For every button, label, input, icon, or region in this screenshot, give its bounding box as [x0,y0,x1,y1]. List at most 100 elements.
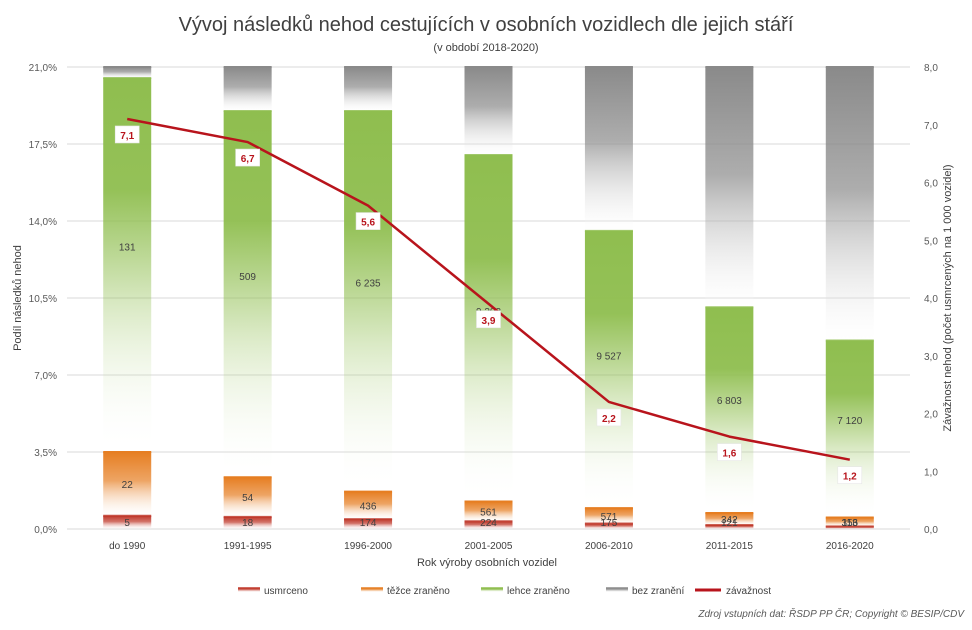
x-tick-label: 1991-1995 [224,541,272,552]
x-tick-label: 1996-2000 [344,541,392,552]
bar-data-label: 175 [601,518,618,529]
bar-usmrceno [344,519,393,529]
y2-tick-label: 4,0 [924,294,938,305]
bar-usmrceno [464,521,513,529]
axes: 0,0% 3,5% 7,0% 10,5% 14,0% 17,5% 21,0% 0,0 1,0 2,… [29,63,939,552]
severity-label: 7,1 [120,131,134,142]
bar-data-label: 7 120 [837,416,862,427]
bar-data-label: 54 [242,493,254,504]
bar-data-label: 174 [360,518,377,529]
bar-usmrceno [825,526,874,529]
bar-data-label: 113 [842,518,858,529]
bar-usmrceno [705,525,754,529]
severity-label: 1,6 [722,449,736,460]
y-tick-label: 10,5% [29,294,57,305]
y2-tick-label: 7,0 [924,121,938,132]
bar-lehce-zraněno [344,111,393,492]
bar-těžce-zraněno [223,477,272,517]
bar-data-label: 436 [360,501,377,512]
y-tick-label: 14,0% [29,217,57,228]
bar-data-label: 131 [119,242,136,253]
bar-lehce-zraněno [464,155,513,502]
legend-label: bez zranění [632,586,684,597]
bar-lehce-zraněno [584,230,633,509]
y2-tick-label: 6,0 [924,179,938,190]
bar-bez-zranění [464,67,513,155]
y-tick-label: 3,5% [34,448,57,459]
legend-label: těžce zraněno [387,586,450,597]
bar-lehce-zraněno [223,111,272,478]
bar-data-label: 6 235 [356,278,381,289]
y2-tick-label: 3,0 [924,352,938,363]
bar-bez-zranění [344,67,393,111]
severity-label: 2,2 [602,414,616,425]
legend-swatch [361,588,383,592]
legend-label: lehce zraněno [507,586,570,597]
y-axis-title: Podíl následků nehod [12,245,24,351]
severity-label-box [596,408,622,427]
bar-bez-zranění [223,67,272,111]
bar-těžce-zraněno [103,452,152,516]
bar-data-label: 509 [239,272,256,283]
bar-usmrceno [103,515,152,529]
bar-data-label: 224 [480,518,497,529]
bar-data-label: 6 803 [717,396,742,407]
x-tick-label: 2011-2015 [706,541,754,552]
y-tick-label: 17,5% [29,140,57,151]
x-tick-label: 2001-2005 [465,541,513,552]
severity-label-box [476,310,501,329]
severity-label-box [355,212,381,230]
bar-těžce-zraněno [825,517,874,527]
stacked-bars [103,66,874,529]
severity-label-box [114,125,140,144]
x-tick-label: 2016-2020 [826,541,874,552]
severity-label: 3,9 [482,316,496,327]
legend-swatch [606,588,628,592]
y2-tick-label: 0,0 [924,525,938,536]
bar-bez-zranění [584,67,633,231]
severity-line [126,117,851,461]
y-tick-label: 21,0% [29,63,57,74]
bar-bez-zranění [825,67,874,341]
source-note: Zdroj vstupních dat: ŘSDP PP ČR; Copyrig… [697,607,965,620]
bar-data-label: 5 [124,518,130,529]
legend-swatch [481,588,503,592]
severity-label: 6,7 [241,154,255,165]
severity-label: 1,2 [843,472,857,483]
bar-data-label: 342 [721,515,738,526]
bar-bez-zranění [705,67,754,308]
x-tick-label: do 1990 [109,541,146,552]
severity-label-box [837,466,863,485]
severity-label-box [717,443,742,461]
y2-tick-label: 8,0 [924,63,938,74]
legend-swatch [238,588,260,592]
bar-těžce-zraněno [344,491,393,520]
x-tick-label: 2006-2010 [585,541,633,552]
y-tick-label: 7,0% [34,371,57,382]
severity-label-box [235,148,260,167]
y2-tick-label: 1,0 [924,467,938,478]
bar-bez-zranění [103,67,152,78]
bar-těžce-zraněno [584,508,633,524]
severity-line-layer: 7,1 6,7 5,6 3,9 2,2 1,6 1,2 [114,117,863,485]
bar-data-label: 22 [122,480,134,491]
legend-label: usmrceno [264,586,308,597]
x-axis-title: Rok výroby osobních vozidel [417,557,557,569]
chart-title: Vývoj následků nehod cestujících v osobn… [179,14,794,36]
bar-těžce-zraněno [705,512,754,526]
bar-lehce-zraněno [825,340,874,518]
chart-subtitle: (v období 2018-2020) [433,42,538,54]
bar-usmrceno [223,516,272,529]
y2-tick-label: 5,0 [924,236,938,247]
bar-data-label: 571 [601,512,618,523]
bar-data-label: 18 [242,518,254,529]
bar-data-label: 356 [841,518,858,529]
y2-axis-title: Závažnost nehod (počet usmrcených na 1 0… [942,164,954,431]
y-tick-label: 0,0% [34,525,57,536]
severity-label: 5,6 [361,218,375,229]
bar-lehce-zraněno [705,307,754,513]
bar-data-label: 561 [480,507,497,518]
bar-těžce-zraněno [464,501,513,522]
legend: usmrceno těžce zraněno lehce zraněno bez zr… [238,586,771,597]
